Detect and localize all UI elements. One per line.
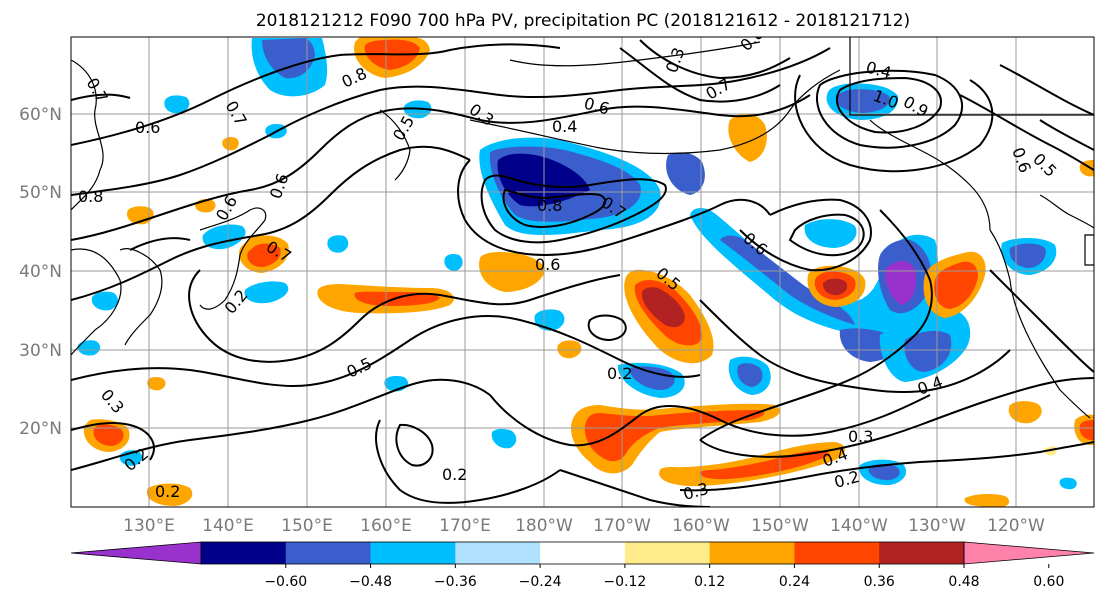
- lon-label-140w: 140°W: [830, 516, 888, 536]
- colorbar-tick-label: −0.48: [349, 574, 392, 590]
- lon-label-170w: 170°W: [593, 516, 651, 536]
- lat-label-40n: 40°N: [19, 262, 62, 282]
- colorbar-tick-label: −0.12: [603, 574, 646, 590]
- colorbar-tick-label: 0.36: [864, 574, 895, 590]
- colorbar-tick-label: −0.60: [264, 574, 307, 590]
- coastlines: [71, 37, 1094, 419]
- colorbar-segment: [624, 542, 711, 564]
- lon-label-170e: 170°E: [439, 516, 491, 536]
- lon-label-160w: 160°W: [672, 516, 730, 536]
- pv-contours: [71, 39, 1094, 507]
- contour-label: 0.8: [537, 196, 562, 215]
- colorbar-outline: [200, 541, 965, 565]
- map-panel: 0.7 0.6 0.8 0.6 0.7 0.3 0.5 0.4 0.3 0.7 …: [71, 37, 1094, 507]
- contour-label: 0.8: [78, 187, 103, 206]
- lon-label-180w: 180°W: [515, 516, 573, 536]
- contour-label: 0.3: [848, 427, 873, 446]
- colorbar-segments: [70, 541, 1095, 565]
- lon-label-160e: 160°E: [360, 516, 412, 536]
- colorbar-segment: [201, 542, 287, 564]
- colorbar-segment: [709, 542, 795, 564]
- contour-label: 0.2: [442, 465, 467, 484]
- lat-label-20n: 20°N: [19, 419, 62, 439]
- colorbar-tick-label: 0.24: [779, 574, 810, 590]
- colorbar-segment: [370, 542, 456, 564]
- colorbar-extension-low: [70, 541, 202, 565]
- contour-label: 0.6: [135, 118, 160, 137]
- colorbar-tick-label: 0.48: [948, 574, 979, 590]
- colorbar-tick-label: −0.24: [519, 574, 562, 590]
- lat-label-60n: 60°N: [19, 105, 62, 125]
- lon-label-130e: 130°E: [123, 516, 175, 536]
- lon-label-130w: 130°W: [908, 516, 966, 536]
- colorbar-segment: [455, 542, 541, 564]
- map-frame: [70, 36, 1095, 508]
- contour-label: 0.2: [607, 364, 632, 383]
- contour-label: 0.2: [155, 482, 180, 501]
- colorbar: −0.60 −0.48 −0.36 −0.24 −0.12 0.12 0.24 0.36 0.4…: [70, 541, 1095, 590]
- colorbar-segment: [540, 542, 626, 564]
- map-title: 2018121212 F090 700 hPa PV, precipitatio…: [256, 11, 910, 31]
- lon-label-150w: 150°W: [751, 516, 809, 536]
- colorbar-tick-label: 0.12: [694, 574, 725, 590]
- colorbar-tick-label: −0.36: [434, 574, 477, 590]
- precip-negative-shading: [77, 38, 1077, 490]
- lat-label-30n: 30°N: [19, 341, 62, 361]
- colorbar-segment: [285, 542, 372, 564]
- lat-label-50n: 50°N: [19, 183, 62, 203]
- colorbar-segment: [794, 542, 880, 564]
- contour-label: 0.4: [552, 117, 577, 136]
- lon-label-140e: 140°E: [202, 516, 254, 536]
- lon-label-150e: 150°E: [281, 516, 333, 536]
- colorbar-tick-label: 0.60: [1033, 574, 1064, 590]
- longitude-labels: 130°E 140°E 150°E 160°E 170°E 180°W 170°…: [123, 516, 1045, 536]
- colorbar-ticks: −0.60 −0.48 −0.36 −0.24 −0.12 0.12 0.24 0.36 0.4…: [264, 564, 1064, 590]
- lon-label-120w: 120°W: [987, 516, 1045, 536]
- colorbar-segment: [879, 542, 965, 564]
- latitude-labels: 60°N 50°N 40°N 30°N 20°N: [19, 105, 62, 439]
- contour-label: 0.6: [535, 255, 560, 274]
- colorbar-extension-high: [963, 541, 1095, 565]
